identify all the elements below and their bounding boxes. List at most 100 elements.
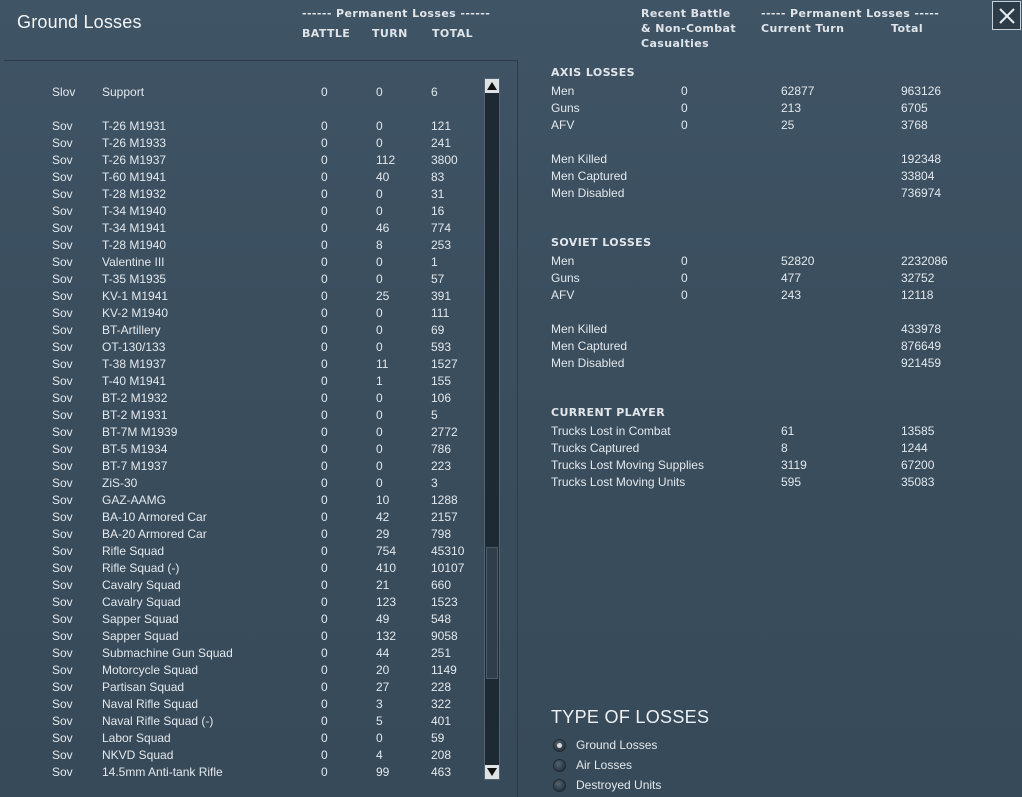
table-row[interactable]: Sov Naval Rifle Squad 0 3 322: [4, 696, 484, 713]
axis-captured-total: 33804: [901, 169, 935, 183]
row-battle: 0: [321, 442, 328, 456]
row-turn: 4: [376, 748, 383, 762]
table-row[interactable]: Sov T-26 M1933 0 0 241: [4, 135, 484, 152]
table-row[interactable]: Sov ZiS-30 0 0 3: [4, 475, 484, 492]
table-row[interactable]: Sov BT-7M M1939 0 0 2772: [4, 424, 484, 441]
table-row[interactable]: Sov BT-2 M1932 0 0 106: [4, 390, 484, 407]
row-turn: 0: [376, 119, 383, 133]
radio-destroyed-units[interactable]: Destroyed Units: [551, 777, 751, 795]
row-type: OT-130/133: [102, 340, 166, 354]
radio-dot-icon[interactable]: [553, 779, 566, 792]
table-row[interactable]: Sov KV-2 M1940 0 0 111: [4, 305, 484, 322]
row-turn: 44: [376, 646, 390, 660]
window-title: Ground Losses: [17, 12, 142, 32]
table-row[interactable]: Sov T-26 M1931 0 0 121: [4, 118, 484, 135]
table-row[interactable]: Sov T-28 M1932 0 0 31: [4, 186, 484, 203]
row-type: T-35 M1935: [102, 272, 167, 286]
table-row[interactable]: Sov BT-5 M1934 0 0 786: [4, 441, 484, 458]
table-row[interactable]: [4, 101, 484, 118]
row-total: 121: [431, 119, 452, 133]
row-nat: Sov: [52, 170, 73, 184]
row-total: 253: [431, 238, 452, 252]
row-nat: Sov: [52, 340, 73, 354]
table-row[interactable]: Sov Rifle Squad (-) 0 410 10107: [4, 560, 484, 577]
scroll-up-button[interactable]: [485, 79, 499, 93]
table-row[interactable]: Sov BA-10 Armored Car 0 42 2157: [4, 509, 484, 526]
table-row[interactable]: Sov T-28 M1940 0 8 253: [4, 237, 484, 254]
unit-losses-list[interactable]: Slov Support 0 0 6 Sov T-26 M1931 0 0 121 Sov T-26 …: [4, 60, 518, 797]
table-row[interactable]: Sov BT-2 M1931 0 0 5: [4, 407, 484, 424]
radio-dot-selected-icon[interactable]: [553, 739, 566, 752]
axis-captured-label: Men Captured: [551, 169, 628, 183]
table-row[interactable]: Sov T-34 M1940 0 0 16: [4, 203, 484, 220]
row-turn: 0: [376, 408, 383, 422]
row-nat: Sov: [52, 493, 73, 507]
list-scrollbar[interactable]: [484, 78, 500, 780]
table-row[interactable]: Sov BT-7 M1937 0 0 223: [4, 458, 484, 475]
table-row[interactable]: Sov Motorcycle Squad 0 20 1149: [4, 662, 484, 679]
row-nat: Sov: [52, 391, 73, 405]
row-type: ZiS-30: [102, 476, 138, 490]
table-row[interactable]: Sov 14.5mm Anti-tank Rifle 0 99 463: [4, 764, 484, 781]
table-row[interactable]: Sov Valentine III 0 0 1: [4, 254, 484, 271]
row-turn: 5: [376, 714, 383, 728]
table-row[interactable]: Sov Submachine Gun Squad 0 44 251: [4, 645, 484, 662]
table-row[interactable]: Sov T-60 M1941 0 40 83: [4, 169, 484, 186]
row-type: Submachine Gun Squad: [102, 646, 233, 660]
row-turn: 0: [376, 476, 383, 490]
radio-air-losses[interactable]: Air Losses: [551, 757, 751, 775]
radio-ground-losses[interactable]: Ground Losses: [551, 737, 751, 755]
radio-dot-icon[interactable]: [553, 759, 566, 772]
axis-killed-row: Men Killed 192348: [551, 152, 1011, 169]
table-row[interactable]: Sov BA-20 Armored Car 0 29 798: [4, 526, 484, 543]
table-row[interactable]: Sov Sapper Squad 0 132 9058: [4, 628, 484, 645]
row-nat: Sov: [52, 272, 73, 286]
row-nat: Sov: [52, 646, 73, 660]
close-button[interactable]: [992, 1, 1021, 30]
table-row[interactable]: Sov Naval Rifle Squad (-) 0 5 401: [4, 713, 484, 730]
trucks-combat-total: 13585: [901, 424, 935, 438]
table-row[interactable]: Sov T-34 M1941 0 46 774: [4, 220, 484, 237]
row-total: 2772: [431, 425, 458, 439]
table-row[interactable]: Sov Cavalry Squad 0 21 660: [4, 577, 484, 594]
table-row[interactable]: Sov GAZ-AAMG 0 10 1288: [4, 492, 484, 509]
radio-destroyed-units-label[interactable]: Destroyed Units: [576, 778, 662, 792]
table-row[interactable]: Sov T-40 M1941 0 1 155: [4, 373, 484, 390]
row-battle: 0: [321, 357, 328, 371]
soviet-disabled-label: Men Disabled: [551, 356, 625, 370]
row-nat: Sov: [52, 748, 73, 762]
row-type: Partisan Squad: [102, 680, 185, 694]
row-battle: 0: [321, 459, 328, 473]
table-row[interactable]: Sov T-35 M1935 0 0 57: [4, 271, 484, 288]
table-row[interactable]: Sov T-38 M1937 0 11 1527: [4, 356, 484, 373]
row-total: 241: [431, 136, 452, 150]
row-turn: 754: [376, 544, 397, 558]
row-total: 69: [431, 323, 445, 337]
row-type: T-60 M1941: [102, 170, 167, 184]
axis-killed-label: Men Killed: [551, 152, 608, 166]
table-row[interactable]: Sov Labor Squad 0 0 59: [4, 730, 484, 747]
radio-air-losses-label[interactable]: Air Losses: [576, 758, 633, 772]
radio-ground-losses-label[interactable]: Ground Losses: [576, 738, 658, 752]
row-total: 83: [431, 170, 445, 184]
row-battle: 0: [321, 136, 328, 150]
row-turn: 132: [376, 629, 397, 643]
table-row[interactable]: Sov Rifle Squad 0 754 45310: [4, 543, 484, 560]
table-row[interactable]: Sov BT-Artillery 0 0 69: [4, 322, 484, 339]
table-row[interactable]: Sov NKVD Squad 0 4 208: [4, 747, 484, 764]
table-row[interactable]: Sov KV-1 M1941 0 25 391: [4, 288, 484, 305]
table-row[interactable]: Sov OT-130/133 0 0 593: [4, 339, 484, 356]
table-row[interactable]: Sov T-26 M1937 0 112 3800: [4, 152, 484, 169]
table-row[interactable]: Sov Partisan Squad 0 27 228: [4, 679, 484, 696]
row-turn: 0: [376, 425, 383, 439]
table-row[interactable]: Sov Cavalry Squad 0 123 1523: [4, 594, 484, 611]
row-total: 322: [431, 697, 452, 711]
row-battle: 0: [321, 323, 328, 337]
current-turn-column-header: Current Turn: [761, 22, 845, 35]
scroll-down-button[interactable]: [485, 765, 499, 779]
table-row[interactable]: Slov Support 0 0 6: [4, 84, 484, 101]
soviet-afv-total: 12118: [901, 288, 934, 302]
scroll-thumb[interactable]: [486, 547, 498, 679]
trucks-supplies-row: Trucks Lost Moving Supplies 3119 67200: [551, 458, 1011, 475]
table-row[interactable]: Sov Sapper Squad 0 49 548: [4, 611, 484, 628]
